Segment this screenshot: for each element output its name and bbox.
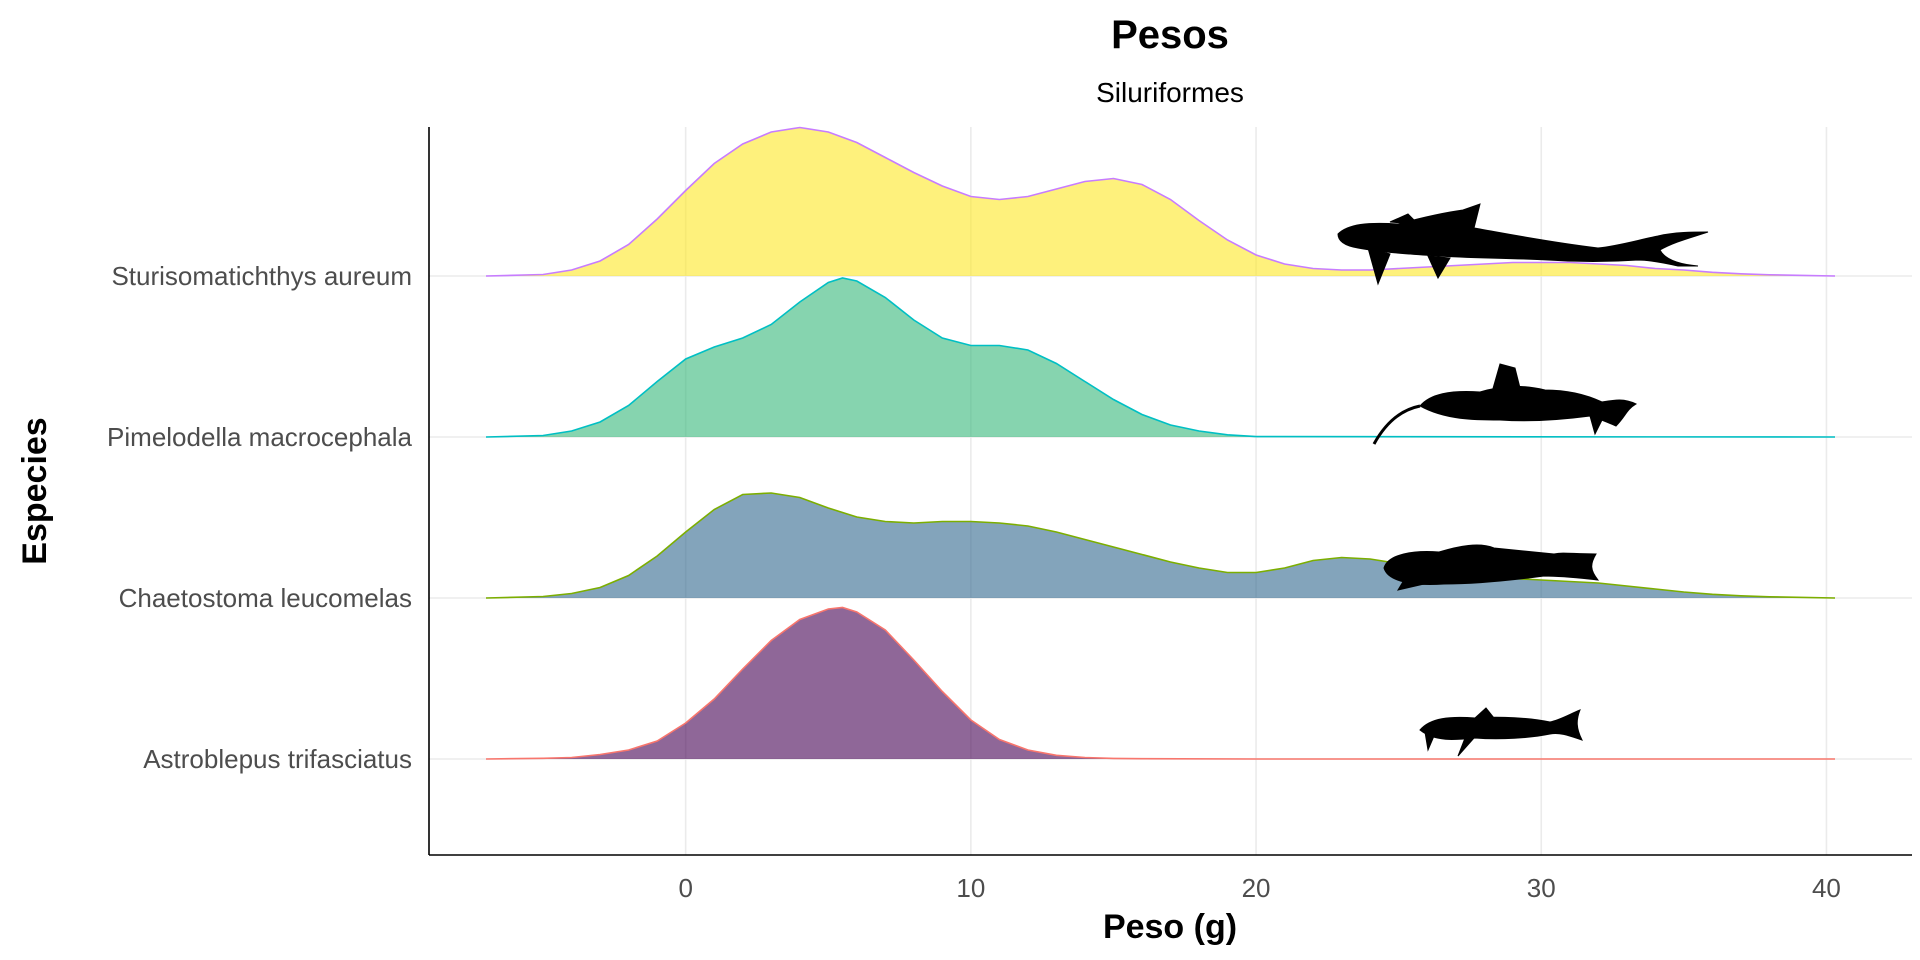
fish-silhouette-icon — [1337, 203, 1709, 286]
ridge-fill-pimelodella-macrocephala — [486, 278, 1835, 437]
density-ridges — [485, 126, 1836, 760]
fish-silhouette-part — [1424, 731, 1435, 752]
chart-subtitle: Siluriformes — [1096, 77, 1244, 108]
fish-silhouette-part — [1427, 255, 1451, 280]
x-tick-label: 30 — [1527, 873, 1556, 903]
fish-silhouette-part — [1396, 579, 1425, 591]
fish-silhouette-part — [1383, 544, 1600, 585]
fish-silhouette-icon — [1372, 363, 1638, 445]
fish-silhouette-part — [1389, 213, 1420, 225]
y-tick-label: Chaetostoma leucomelas — [119, 583, 412, 613]
chart-title: Pesos — [1111, 13, 1229, 57]
ridge-fill-sturisomatichthys-aureum — [486, 127, 1835, 276]
x-tick-label: 40 — [1812, 873, 1841, 903]
fish-silhouette-part — [1589, 415, 1603, 436]
ridge-fill-chaetostoma-leucomelas — [486, 493, 1835, 598]
x-tick-label: 0 — [678, 873, 692, 903]
fish-silhouette-icon — [1419, 707, 1583, 757]
ridge-line-astroblepus-trifasciatus — [485, 606, 1835, 760]
ridge-line-sturisomatichthys-aureum — [485, 126, 1836, 277]
ridge-line-chaetostoma-leucomelas — [485, 492, 1836, 599]
y-tick-label: Pimelodella macrocephala — [107, 422, 412, 452]
x-axis-title: Peso (g) — [1103, 908, 1237, 946]
y-axis-title: Especies — [16, 417, 54, 564]
y-tick-label: Astroblepus trifasciatus — [143, 744, 412, 774]
fish-silhouette-part — [1473, 707, 1496, 719]
fish-silhouette-part — [1367, 247, 1391, 286]
fish-silhouette-part — [1372, 404, 1421, 445]
fish-silhouette-part — [1457, 737, 1476, 757]
fish-silhouette-part — [1419, 385, 1638, 427]
fish-silhouettes — [1337, 203, 1709, 757]
axis-ticks: 0 10 20 30 40 Astroblepus trifasciatus Chaetos… — [107, 261, 1841, 903]
fish-silhouette-part — [1419, 709, 1583, 741]
ridge-fill-astroblepus-trifasciatus — [486, 607, 1835, 759]
fish-silhouette-icon — [1383, 544, 1600, 591]
ridge-line-pimelodella-macrocephala — [485, 277, 1836, 438]
x-tick-label: 20 — [1242, 873, 1271, 903]
x-tick-label: 10 — [956, 873, 985, 903]
fish-silhouette-part — [1491, 363, 1521, 393]
fish-silhouette-part — [1337, 203, 1709, 267]
y-tick-label: Sturisomatichthys aureum — [111, 261, 412, 291]
